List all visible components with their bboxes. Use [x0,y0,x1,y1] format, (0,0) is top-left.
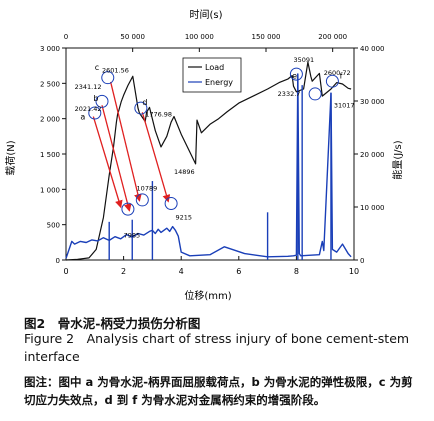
right-tick-label: 30 000 [360,98,385,106]
highlight-circle [164,196,178,210]
figure-title-cn: 图2 骨水泥-柄受力损伤分析图 [24,316,201,331]
figure-note-cn: 图注：图中 a 为骨水泥-柄界面屈服载荷点，b 为骨水泥的弹性极限，c 为剪切应… [24,375,413,407]
right-tick-label: 0 [360,257,364,265]
x-tick-label: 8 [294,267,299,276]
top-axis-label: 时间(s) [189,8,222,21]
highlight-circle [289,67,303,81]
left-tick-label: 1 500 [40,151,60,159]
x-tick-label: 6 [236,267,241,276]
data-value-label: 35091 [294,56,315,64]
data-value-label: 14896 [174,168,195,176]
left-tick-label: 0 [56,257,60,265]
highlight-circle [325,74,339,88]
right-tick-label: 40 000 [360,45,385,53]
energy-series-line [65,73,352,259]
top-tick-label: 200 000 [318,33,347,41]
highlight-circle [95,94,109,108]
data-value-label: 2021.42 [75,105,102,113]
point-letter-label: a [80,112,85,121]
data-value-label: 10789 [137,185,158,193]
x-tick-label: 0 [63,267,68,276]
point-letter-label: c [95,63,99,72]
highlight-circle [135,193,149,207]
left-tick-label: 2 500 [40,80,60,88]
right-tick-label: 10 000 [360,204,385,212]
left-axis-label: 载荷(N) [5,140,17,175]
left-tick-label: 2 000 [40,116,60,124]
stress-injury-chart: 时间(s) 载荷(N) 能量(J/s) 位移(mm) Load Energy 0… [5,8,404,302]
x-tick-label: 10 [349,267,359,276]
x-axis-label: 位移(mm) [184,289,231,302]
top-tick-label: 150 000 [252,33,281,41]
top-tick-label: 100 000 [185,33,214,41]
highlight-circle [308,87,322,101]
left-tick-label: 500 [47,222,60,230]
data-value-label: 2332.7 [278,90,301,98]
data-value-label: 1776.98 [145,111,172,119]
annotation-arrow [110,81,142,202]
left-tick-label: 1 000 [40,186,60,194]
data-value-label: 7985 [124,231,141,239]
x-tick-label: 2 [121,267,126,276]
highlight-circle [88,106,102,120]
top-tick-label: 50 000 [120,33,145,41]
point-letter-label: d [142,98,147,107]
left-tick-label: 3 000 [40,45,60,53]
top-tick-label: 0 [64,33,68,41]
legend-load-label: Load [205,63,224,72]
data-value-label: 31017 [334,101,355,109]
highlight-circle [101,71,115,85]
point-letter-label: e [292,71,297,80]
data-value-label: 2601.56 [102,66,129,74]
legend-box [182,57,242,93]
highlight-circle [121,202,135,216]
data-value-label: 2600.72 [324,69,351,77]
point-letter-label: b [93,94,98,103]
figure-title-en: Figure 2 Analysis chart of stress injury… [24,331,410,364]
annotation-arrow [92,116,123,209]
x-tick-label: 4 [179,267,184,276]
annotation-arrow [101,105,132,212]
right-axis-label: 能量(J/s) [391,140,404,179]
point-letter-label: f [340,71,343,80]
data-value-label: 9215 [175,213,192,221]
data-value-label: 2341.12 [75,83,102,91]
highlight-circle [134,101,148,115]
legend-energy-label: Energy [205,78,233,87]
annotation-arrow [141,112,171,203]
legend: Load Energy [182,57,242,93]
right-tick-label: 20 000 [360,151,385,159]
